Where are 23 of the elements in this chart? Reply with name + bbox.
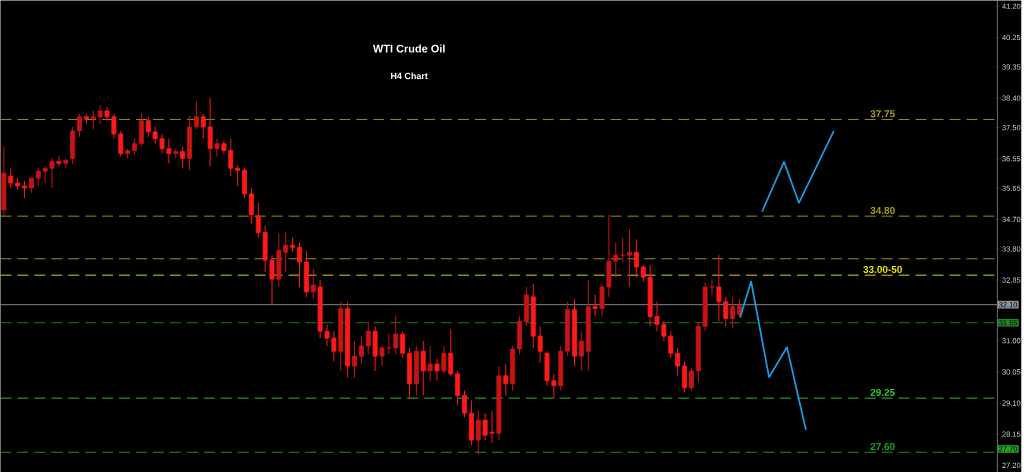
ref-line-label: 29.25 (870, 388, 895, 396)
candlestick (427, 345, 433, 382)
ref-line-label: 34.80 (870, 206, 895, 214)
candlestick (8, 167, 14, 189)
candlestick (235, 164, 241, 187)
candlestick (193, 100, 199, 130)
candlestick (434, 358, 440, 382)
candlestick (83, 113, 89, 125)
candlestick (358, 335, 364, 365)
candlestick (290, 236, 296, 253)
ref-line-label: 27.60 (870, 442, 895, 450)
candlestick (15, 177, 21, 191)
candlestick (56, 155, 62, 167)
candlestick (592, 294, 598, 317)
ref-line-label: 37.75 (870, 110, 895, 118)
text: WTI Crude Oil (372, 44, 445, 53)
text: H4 Chart (391, 72, 428, 79)
candlestick (28, 177, 34, 194)
candlestick (173, 147, 179, 159)
ref-line-label: 33.00-50 (863, 265, 902, 273)
candlestick (310, 268, 316, 300)
candlestick (379, 345, 385, 367)
candlestick (22, 180, 27, 199)
